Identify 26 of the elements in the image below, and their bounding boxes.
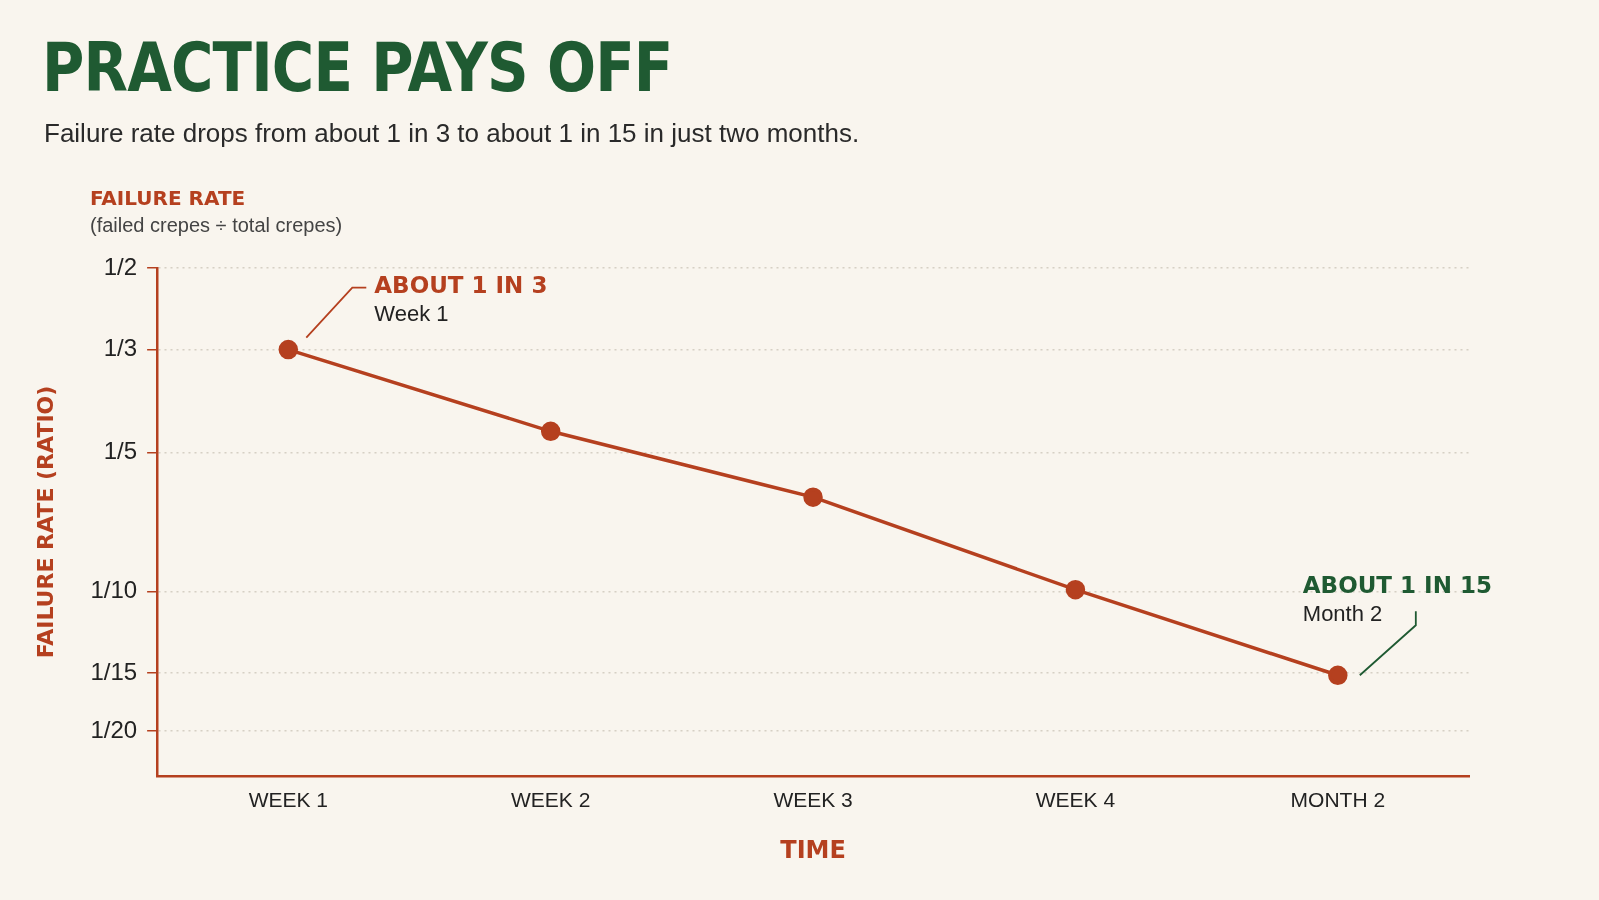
- y-axis-title: FAILURE RATE (RATIO): [32, 385, 58, 659]
- y-tick-label: 1/3: [103, 334, 138, 362]
- text: (failed crepes ÷ total crepes): [90, 214, 343, 236]
- annotation: Month 2: [1302, 601, 1383, 627]
- point: [803, 487, 823, 507]
- annotation: ABOUT 1 IN 3: [374, 271, 548, 298]
- point: [540, 421, 561, 442]
- x-tick-label: WEEK 2: [511, 788, 591, 812]
- annotation: Week 1: [374, 300, 449, 326]
- annotation: ABOUT 1 IN 15: [1302, 572, 1492, 599]
- point: [278, 339, 299, 360]
- chart-title: PRACTICE PAYS OFF: [42, 28, 673, 107]
- x-axis-title: TIME: [780, 835, 846, 864]
- x-tick-label: WEEK 3: [773, 788, 853, 812]
- y-tick-label: 1/5: [103, 436, 138, 464]
- point: [1065, 579, 1086, 600]
- x-tick-label: MONTH 2: [1290, 788, 1386, 812]
- y-tick-label: 1/20: [90, 715, 138, 743]
- text: FAILURE RATE: [90, 186, 246, 210]
- point: [1328, 665, 1348, 686]
- x-tick-label: WEEK 4: [1035, 788, 1116, 812]
- chart-subtitle: Failure rate drops from about 1 in 3 to about 1 in 15 in just two months.: [44, 118, 860, 149]
- y-tick-label: 1/10: [90, 576, 138, 604]
- y-tick-label: 1/15: [90, 657, 138, 685]
- x-tick-label: WEEK 1: [248, 788, 328, 812]
- y-tick-label: 1/2: [103, 252, 138, 280]
